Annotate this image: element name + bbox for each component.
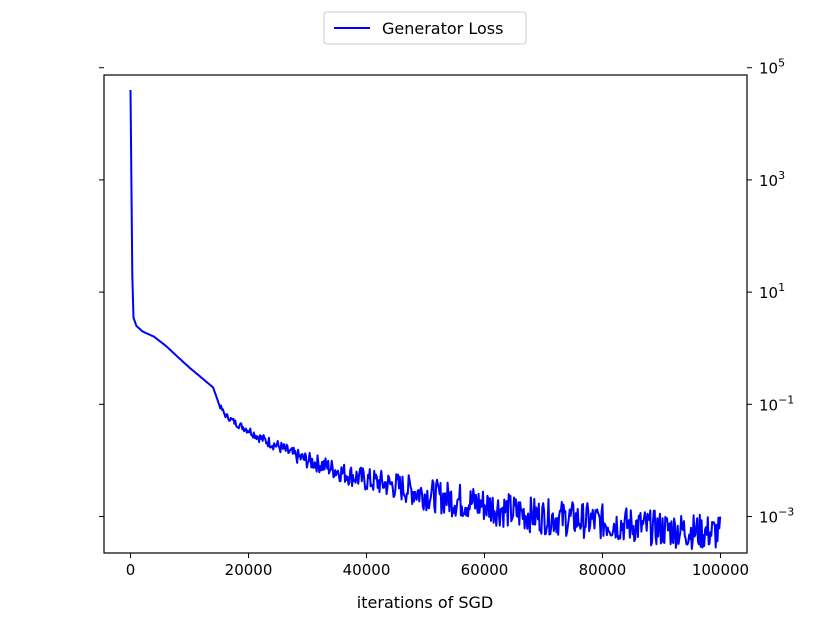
y-tick-label: 10−1 xyxy=(759,393,794,414)
legend-label-generator-loss: Generator Loss xyxy=(382,19,503,38)
x-axis-label: iterations of SGD xyxy=(357,593,493,612)
legend: Generator Loss xyxy=(323,11,527,45)
x-tick-label: 40000 xyxy=(343,561,391,579)
y-tick-label: 103 xyxy=(759,169,785,190)
x-tick-label: 20000 xyxy=(225,561,273,579)
plot-area xyxy=(129,89,722,550)
x-tick-label: 60000 xyxy=(461,561,509,579)
y-tick-label: 105 xyxy=(759,57,785,78)
x-axis-ticks: 0 20000 40000 60000 80000 100000 xyxy=(126,553,749,579)
axes-frame xyxy=(103,74,748,554)
legend-box xyxy=(323,11,527,45)
series-line-generator-loss xyxy=(129,89,722,550)
x-tick-label: 100000 xyxy=(692,561,749,579)
y-axis-ticks: 10−3 10−1 101 103 105 xyxy=(99,57,794,527)
y-tick-label: 10−3 xyxy=(759,506,794,527)
x-tick-label: 0 xyxy=(126,561,136,579)
x-tick-label: 80000 xyxy=(579,561,627,579)
y-tick-label: 101 xyxy=(759,281,785,302)
